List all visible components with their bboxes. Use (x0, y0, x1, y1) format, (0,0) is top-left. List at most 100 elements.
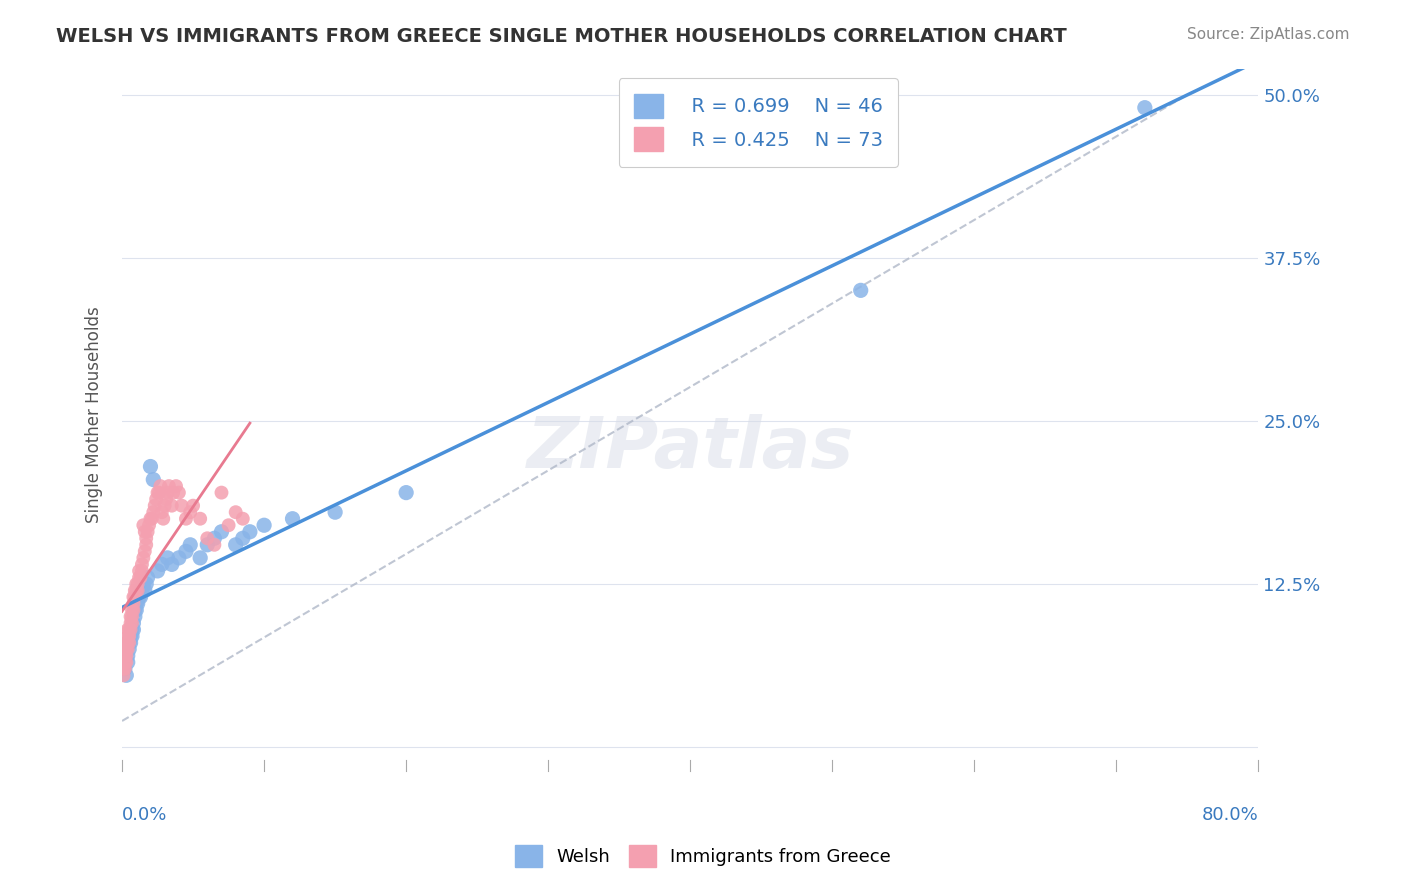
Point (145, 492, 167, 507)
Point (117, 623, 139, 637)
Point (114, 648, 136, 663)
Point (118, 635, 141, 649)
Text: ZIPatlas: ZIPatlas (527, 415, 853, 483)
Point (160, 558, 183, 572)
Point (112, 668, 135, 682)
Point (117, 648, 139, 663)
Point (132, 577, 155, 591)
Point (122, 623, 145, 637)
Point (253, 518, 276, 533)
Point (128, 590, 150, 604)
Point (132, 518, 155, 533)
Point (127, 597, 149, 611)
Point (114, 655, 136, 669)
Point (174, 512, 197, 526)
Point (202, 538, 225, 552)
Text: 80.0%: 80.0% (1202, 805, 1258, 824)
Point (232, 512, 254, 526)
Point (181, 499, 204, 513)
Point (150, 505, 173, 519)
Text: WELSH VS IMMIGRANTS FROM GREECE SINGLE MOTHER HOUSEHOLDS CORRELATION CHART: WELSH VS IMMIGRANTS FROM GREECE SINGLE M… (56, 27, 1067, 45)
Point (148, 485, 170, 500)
Point (122, 616, 145, 631)
Point (179, 505, 201, 519)
Point (218, 518, 240, 533)
Point (157, 479, 180, 493)
Point (117, 635, 139, 649)
Point (118, 635, 141, 649)
Point (118, 642, 141, 657)
Point (120, 623, 142, 637)
Point (124, 583, 146, 598)
Point (134, 583, 156, 598)
Point (225, 538, 247, 552)
Point (153, 499, 176, 513)
Point (232, 531, 254, 545)
Point (117, 655, 139, 669)
Point (156, 550, 179, 565)
Point (131, 583, 153, 598)
Point (139, 459, 162, 474)
Point (239, 524, 262, 539)
Point (121, 609, 143, 624)
Point (124, 590, 146, 604)
Point (162, 485, 184, 500)
Point (152, 512, 174, 526)
Point (114, 662, 136, 676)
Point (149, 479, 172, 493)
Point (142, 505, 165, 519)
Point (195, 538, 218, 552)
Point (112, 662, 135, 676)
Point (174, 544, 197, 558)
Point (281, 512, 304, 526)
Point (121, 629, 143, 643)
Point (1133, 101, 1156, 115)
Point (115, 642, 138, 657)
Point (146, 564, 169, 578)
Point (124, 609, 146, 624)
Point (156, 485, 179, 500)
Point (165, 479, 187, 493)
Point (155, 492, 177, 507)
Point (139, 512, 162, 526)
Point (188, 550, 211, 565)
Point (150, 558, 173, 572)
Point (115, 655, 138, 669)
Point (141, 512, 163, 526)
Point (120, 629, 142, 643)
Point (131, 564, 153, 578)
Point (135, 531, 157, 545)
Point (179, 538, 201, 552)
Point (125, 577, 148, 591)
Point (131, 558, 153, 572)
Point (136, 570, 159, 584)
Point (115, 635, 138, 649)
Point (122, 597, 145, 611)
Point (202, 531, 225, 545)
Point (143, 499, 166, 513)
Legend:   R = 0.699    N = 46,   R = 0.425    N = 73: R = 0.699 N = 46, R = 0.425 N = 73 (619, 78, 898, 167)
Point (118, 629, 141, 643)
Point (121, 623, 143, 637)
Point (127, 583, 149, 598)
Point (122, 590, 145, 604)
Point (125, 597, 148, 611)
Point (849, 284, 872, 298)
Point (117, 629, 139, 643)
Point (138, 518, 160, 533)
Point (121, 603, 143, 617)
Point (124, 603, 146, 617)
Point (142, 473, 165, 487)
Point (117, 642, 139, 657)
Point (129, 590, 152, 604)
Point (211, 485, 233, 500)
Point (128, 570, 150, 584)
Point (128, 564, 150, 578)
Point (120, 609, 142, 624)
Point (129, 570, 152, 584)
Point (323, 505, 346, 519)
Point (132, 550, 155, 565)
Point (122, 603, 145, 617)
Point (115, 668, 138, 682)
Point (120, 616, 142, 631)
